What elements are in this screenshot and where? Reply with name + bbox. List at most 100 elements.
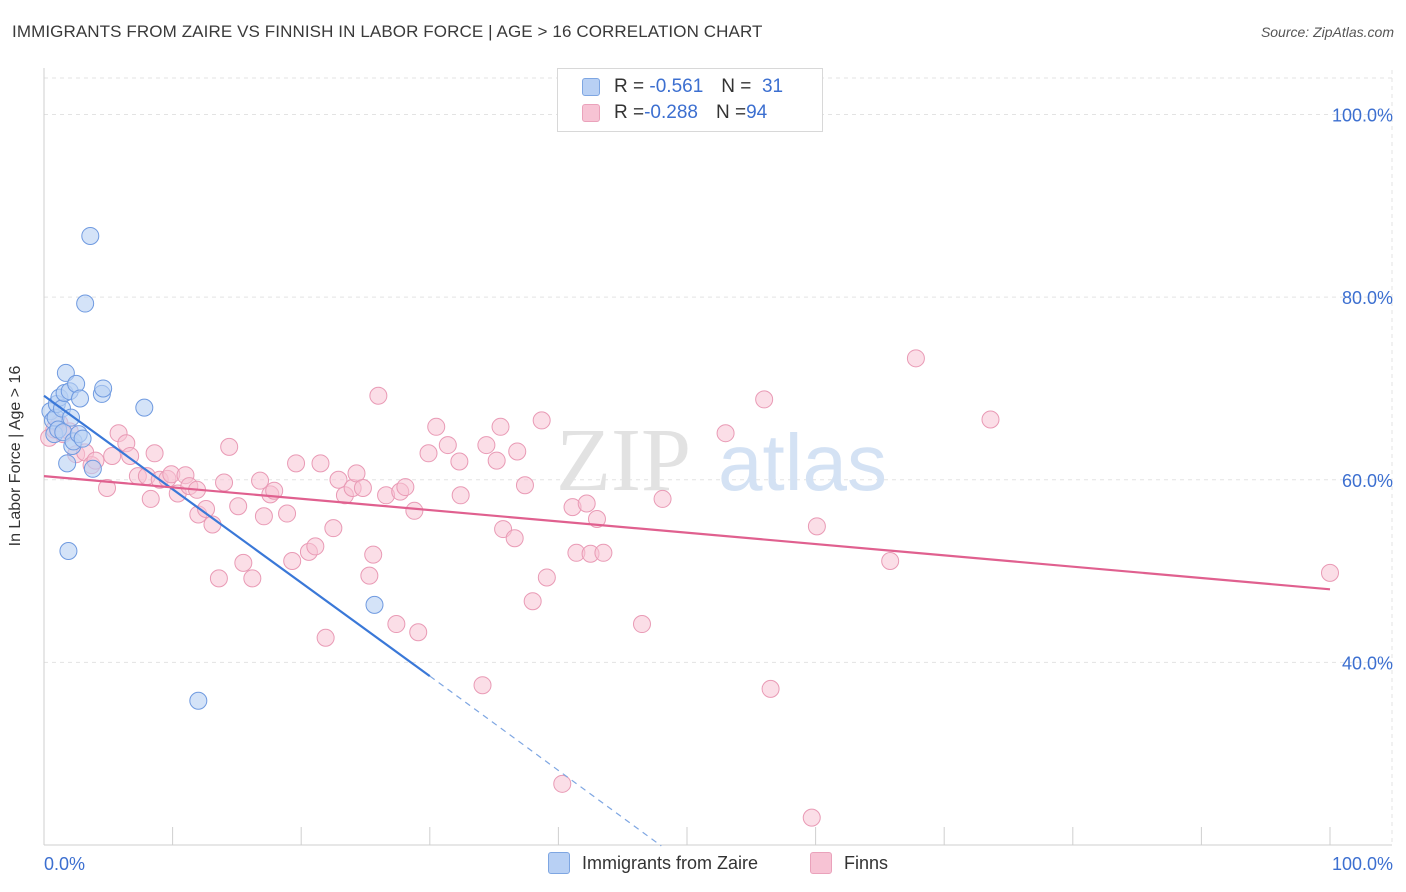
finns-point	[761, 679, 780, 698]
finns-point	[324, 519, 343, 538]
finns-point	[577, 494, 596, 513]
finns-point	[278, 504, 297, 523]
zaire-point	[71, 389, 90, 408]
finns-point	[311, 454, 330, 473]
finns-point	[438, 436, 457, 455]
finns-point	[906, 349, 925, 368]
finns-point	[491, 417, 510, 436]
finns-point	[287, 454, 306, 473]
legend-row-finns: R = -0.288 N = 94	[582, 101, 767, 125]
watermark-atlas: atlas	[718, 418, 887, 507]
finns-point	[396, 478, 415, 497]
y-tick-label: 60.0%	[1342, 471, 1393, 491]
zaire-regression-extension	[429, 675, 662, 847]
legend-swatch-finns	[810, 852, 832, 874]
finns-point	[802, 808, 821, 827]
watermark: ZIP atlas	[556, 411, 887, 510]
finns-point	[716, 424, 735, 443]
finns-point	[451, 486, 470, 505]
legend-r-label: R =	[614, 76, 645, 97]
finns-point	[450, 452, 469, 471]
finns-point	[316, 628, 335, 647]
finns-point	[283, 552, 302, 571]
legend-r-value: -0.288	[644, 102, 698, 123]
legend-item-zaire: Immigrants from Zaire	[548, 852, 758, 874]
finns-point	[254, 507, 273, 526]
zaire-point	[81, 226, 100, 245]
finns-point	[145, 444, 164, 463]
zaire-point	[73, 429, 92, 448]
finns-points	[40, 349, 1339, 827]
legend-swatch-zaire	[548, 852, 570, 874]
zaire-point	[83, 459, 102, 478]
finns-point	[419, 444, 438, 463]
zaire-point	[189, 691, 208, 710]
finns-point	[364, 545, 383, 564]
finns-point	[141, 489, 160, 508]
zaire-point	[94, 379, 113, 398]
zaire-point	[56, 363, 75, 382]
x-tick-label-start: 0.0%	[44, 854, 85, 874]
finns-point	[477, 436, 496, 455]
zaire-point	[59, 541, 78, 560]
finns-point	[197, 499, 216, 518]
x-tick-label-end: 100.0%	[1332, 854, 1393, 874]
legend-swatch-pink	[582, 104, 600, 122]
zaire-point	[76, 294, 95, 313]
finns-point	[807, 517, 826, 536]
finns-point	[243, 569, 262, 588]
legend-n-value: 94	[746, 102, 768, 123]
finns-point	[632, 615, 651, 634]
y-tick-label: 40.0%	[1342, 653, 1393, 673]
zaire-point	[58, 454, 77, 473]
finns-point	[515, 476, 534, 495]
legend-n-value: 31	[761, 76, 784, 97]
legend-n-label: N =	[715, 102, 747, 123]
finns-point	[473, 676, 492, 695]
series-legend: Immigrants from Zaire Finns	[0, 852, 1406, 876]
finns-point	[360, 566, 379, 585]
chart-title: IMMIGRANTS FROM ZAIRE VS FINNISH IN LABO…	[12, 22, 763, 41]
finns-point	[409, 623, 428, 642]
finns-point	[537, 568, 556, 587]
finns-point	[653, 489, 672, 508]
finns-point	[405, 501, 424, 520]
finns-point	[209, 569, 228, 588]
axes	[43, 68, 1392, 846]
y-tick-label: 100.0%	[1332, 106, 1393, 126]
finns-point	[229, 497, 248, 516]
finns-point	[427, 417, 446, 436]
finns-point	[103, 447, 122, 466]
y-tick-label: 80.0%	[1342, 288, 1393, 308]
finns-point	[329, 470, 348, 489]
zaire-point	[135, 398, 154, 417]
legend-r-value: -0.561	[649, 76, 704, 97]
correlation-legend: R = -0.561 N = 31 R = -0.288 N = 94	[557, 68, 823, 132]
finns-point	[353, 478, 372, 497]
finns-regression-line	[43, 475, 1331, 591]
zaire-regression-line	[43, 394, 431, 677]
legend-swatch-blue	[582, 78, 600, 96]
finns-point	[251, 471, 270, 490]
finns-point	[215, 473, 234, 492]
legend-r-label: R =	[614, 102, 645, 123]
tick-labels: 40.0% 60.0% 80.0% 100.0% 0.0% 100.0%	[44, 106, 1393, 874]
legend-label-zaire: Immigrants from Zaire	[582, 852, 759, 873]
finns-point	[755, 390, 774, 409]
regression-lines	[43, 394, 1331, 847]
finns-point	[369, 386, 388, 405]
watermark-zip: ZIP	[556, 411, 691, 510]
finns-point	[881, 552, 900, 571]
finns-point	[523, 592, 542, 611]
finns-point	[98, 478, 117, 497]
finns-point	[387, 615, 406, 634]
finns-point	[594, 543, 613, 562]
legend-n-label: N =	[721, 76, 752, 97]
finns-point	[234, 553, 253, 572]
finns-point	[553, 774, 572, 793]
zaire-point	[365, 595, 384, 614]
finns-point	[532, 411, 551, 430]
legend-label-finns: Finns	[844, 852, 889, 873]
finns-point	[587, 510, 606, 529]
